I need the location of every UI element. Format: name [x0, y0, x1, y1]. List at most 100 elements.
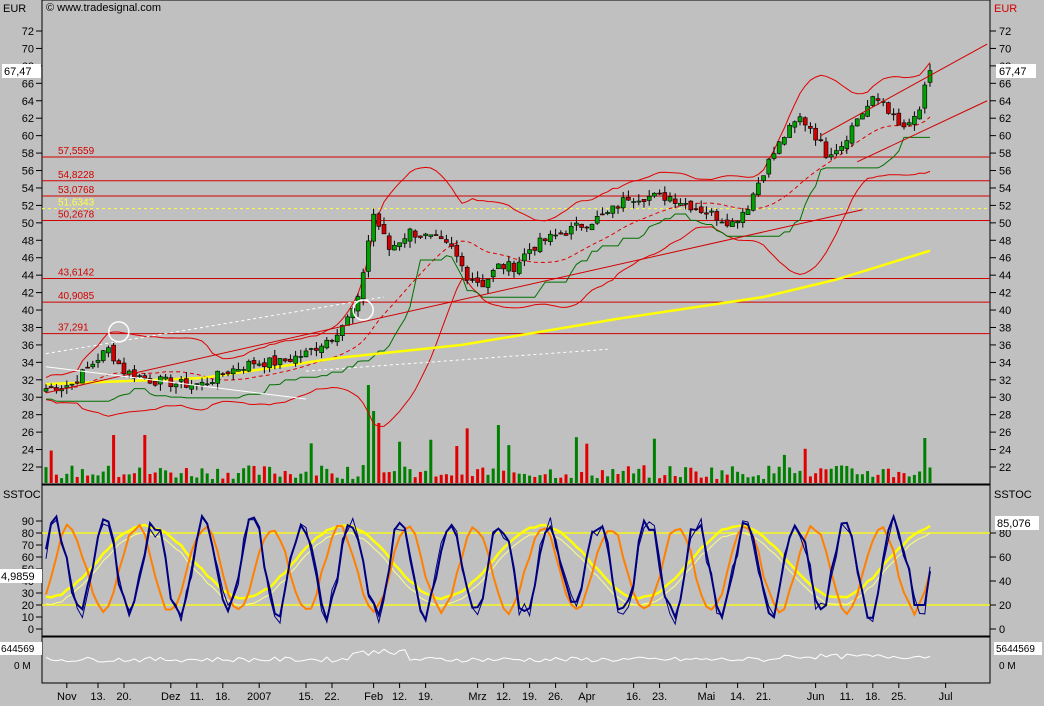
volume-bar: [340, 478, 344, 483]
price-tick-label-left: 44: [22, 270, 34, 282]
candle-body: [194, 383, 200, 385]
currency-left: EUR: [3, 3, 26, 15]
x-tick-label: 26.: [548, 691, 563, 703]
candle-body: [178, 379, 184, 382]
volume-bar: [387, 472, 391, 483]
candle-body: [106, 347, 111, 354]
price-tick-label-left: 48: [22, 235, 34, 247]
candle-body: [246, 360, 252, 372]
price-tick-label-left: 58: [22, 148, 34, 160]
volume-bar: [751, 476, 755, 483]
volume-bar: [351, 478, 355, 483]
candle-body: [132, 369, 137, 379]
volume-bar: [808, 476, 812, 483]
x-tick-label: 18.: [215, 691, 230, 703]
candle-body: [750, 193, 756, 211]
price-tick-label-right: 72: [999, 26, 1011, 38]
price-tick-label-right: 38: [999, 322, 1011, 334]
candle-body: [418, 235, 423, 238]
volume-bar: [767, 465, 771, 483]
price-tick-label-left: 52: [22, 200, 34, 212]
volume-bar: [398, 441, 402, 483]
x-tick-label: Jun: [807, 691, 825, 703]
candle-body: [282, 358, 288, 362]
volume-bar: [314, 475, 318, 483]
sstoc-tick-label-right: 60: [999, 552, 1011, 564]
volume-bar: [840, 465, 844, 483]
candle-body: [756, 182, 761, 196]
candle-body: [173, 383, 179, 388]
volume-bar: [502, 470, 506, 483]
volume-bar: [886, 468, 890, 483]
volume-bar: [522, 473, 526, 483]
x-tick-label: 21.: [756, 691, 771, 703]
trend-line: [45, 209, 863, 394]
price-tick-label-left: 70: [22, 43, 34, 55]
x-tick-label: Apr: [578, 691, 595, 703]
candle-body: [428, 234, 434, 237]
candle-body: [854, 118, 860, 127]
volume-bar: [678, 477, 682, 483]
x-tick-label: 22.: [324, 691, 339, 703]
x-tick-label: 12.: [496, 691, 511, 703]
price-tick-label-left: 60: [22, 131, 34, 143]
volume-bar: [928, 467, 932, 483]
price-tick-label-left: 22: [22, 462, 34, 474]
candle-body: [314, 347, 319, 351]
sstoc-tick-label-left: 90: [22, 516, 34, 528]
price-tick-label-left: 26: [22, 427, 34, 439]
candle-body: [298, 356, 304, 358]
candle-body: [163, 376, 168, 380]
x-tick-label: 19.: [522, 691, 537, 703]
candle-body: [345, 316, 350, 326]
candle-body: [646, 195, 652, 201]
price-tick-label-right: 32: [999, 375, 1011, 387]
price-tick-label-right: 66: [999, 78, 1011, 90]
candle-body: [360, 272, 366, 300]
volume-bar: [845, 465, 849, 483]
volume-bar: [548, 469, 552, 483]
price-tick-label-right: 62: [999, 113, 1011, 125]
x-tick-label: Mrz: [468, 691, 486, 703]
volume-bar: [65, 473, 69, 483]
candle-body: [574, 222, 579, 226]
volume-bar: [512, 472, 516, 483]
candle-body: [225, 371, 231, 375]
candle-body: [808, 126, 813, 129]
volume-bar: [730, 466, 734, 483]
last-price-badge-left: [2, 64, 41, 78]
sstoc-orange: [45, 523, 931, 618]
volume-bar: [455, 446, 459, 483]
sstoc-left-value: 4,9859: [1, 571, 35, 583]
volume-bar: [762, 478, 766, 483]
candle-body: [662, 192, 668, 201]
sstoc-tick-label-right: 0: [999, 624, 1005, 636]
candle-body: [709, 210, 714, 213]
candle-body: [912, 116, 917, 125]
volume-bar: [694, 471, 698, 483]
volume-bar: [190, 476, 194, 483]
candle-body: [698, 206, 704, 213]
candle-body: [470, 279, 475, 281]
volume-bar: [439, 474, 443, 483]
volume-bar: [892, 477, 896, 483]
candle-body: [672, 198, 678, 204]
volume-bar: [798, 470, 802, 483]
volume-bar: [179, 473, 183, 483]
x-tick-label: 2007: [247, 691, 271, 703]
candle-body: [766, 158, 772, 175]
volume-bar: [278, 476, 282, 483]
price-tick-label-right: 48: [999, 235, 1011, 247]
price-tick-label-right: 26: [999, 427, 1011, 439]
x-tick-label: 11.: [190, 691, 204, 703]
price-tick-label-left: 54: [22, 183, 34, 195]
level-label: 37,291: [58, 323, 89, 334]
volume-bar: [470, 476, 474, 483]
volume-bar: [418, 471, 422, 483]
volume-bar: [626, 466, 630, 483]
candle-body: [293, 355, 298, 364]
candle-body: [761, 175, 766, 181]
x-tick-label: 19.: [418, 691, 433, 703]
volume-left-value: 644569: [1, 644, 35, 655]
candle-body: [319, 345, 324, 353]
